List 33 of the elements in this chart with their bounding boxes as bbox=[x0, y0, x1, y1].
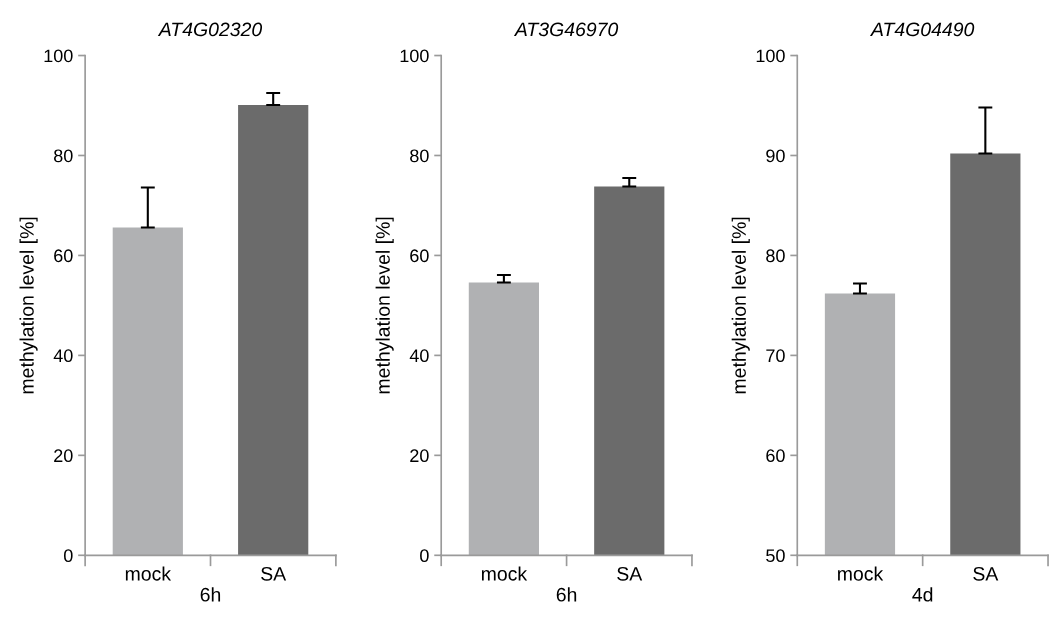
x-axis-title: 4d bbox=[912, 587, 933, 602]
y-tick-label: 0 bbox=[63, 549, 73, 563]
y-axis-title: methylation level [%] bbox=[375, 217, 394, 394]
y-tick-label: 40 bbox=[409, 349, 429, 363]
y-tick-label: 50 bbox=[766, 549, 785, 563]
y-tick-label: 20 bbox=[54, 449, 73, 463]
y-tick-label: 40 bbox=[53, 349, 73, 363]
x-tick-label: mock bbox=[838, 566, 884, 581]
x-tick-label: mock bbox=[481, 566, 528, 581]
y-tick-label: 60 bbox=[410, 249, 429, 263]
y-tick-label: 100 bbox=[756, 49, 785, 63]
x-axis-title: 6h bbox=[556, 587, 577, 602]
x-tick-label: mock bbox=[125, 566, 172, 581]
chart-title: AT4G02320 bbox=[157, 22, 263, 37]
y-tick-label: 70 bbox=[766, 349, 785, 363]
x-tick-label: SA bbox=[973, 566, 999, 581]
y-tick-label: 80 bbox=[410, 149, 429, 163]
x-tick-label: SA bbox=[617, 566, 643, 581]
x-axis-title: 6h bbox=[200, 587, 221, 602]
y-axis-title: methylation level [%] bbox=[731, 217, 750, 394]
chart-title: AT3G46970 bbox=[513, 22, 619, 37]
y-tick-label: 0 bbox=[420, 549, 429, 563]
x-tick-label: SA bbox=[261, 566, 287, 581]
y-tick-label: 90 bbox=[766, 149, 785, 163]
y-axis-title: methylation level [%] bbox=[19, 217, 38, 394]
y-tick-label: 60 bbox=[54, 249, 73, 263]
chart-title: AT4G04490 bbox=[869, 22, 975, 37]
y-tick-label: 80 bbox=[54, 149, 73, 163]
y-tick-label: 80 bbox=[766, 249, 785, 263]
y-tick-label: 100 bbox=[400, 49, 429, 63]
y-tick-label: 60 bbox=[766, 449, 785, 463]
y-tick-label: 100 bbox=[44, 49, 73, 63]
y-tick-label: 20 bbox=[410, 449, 429, 463]
